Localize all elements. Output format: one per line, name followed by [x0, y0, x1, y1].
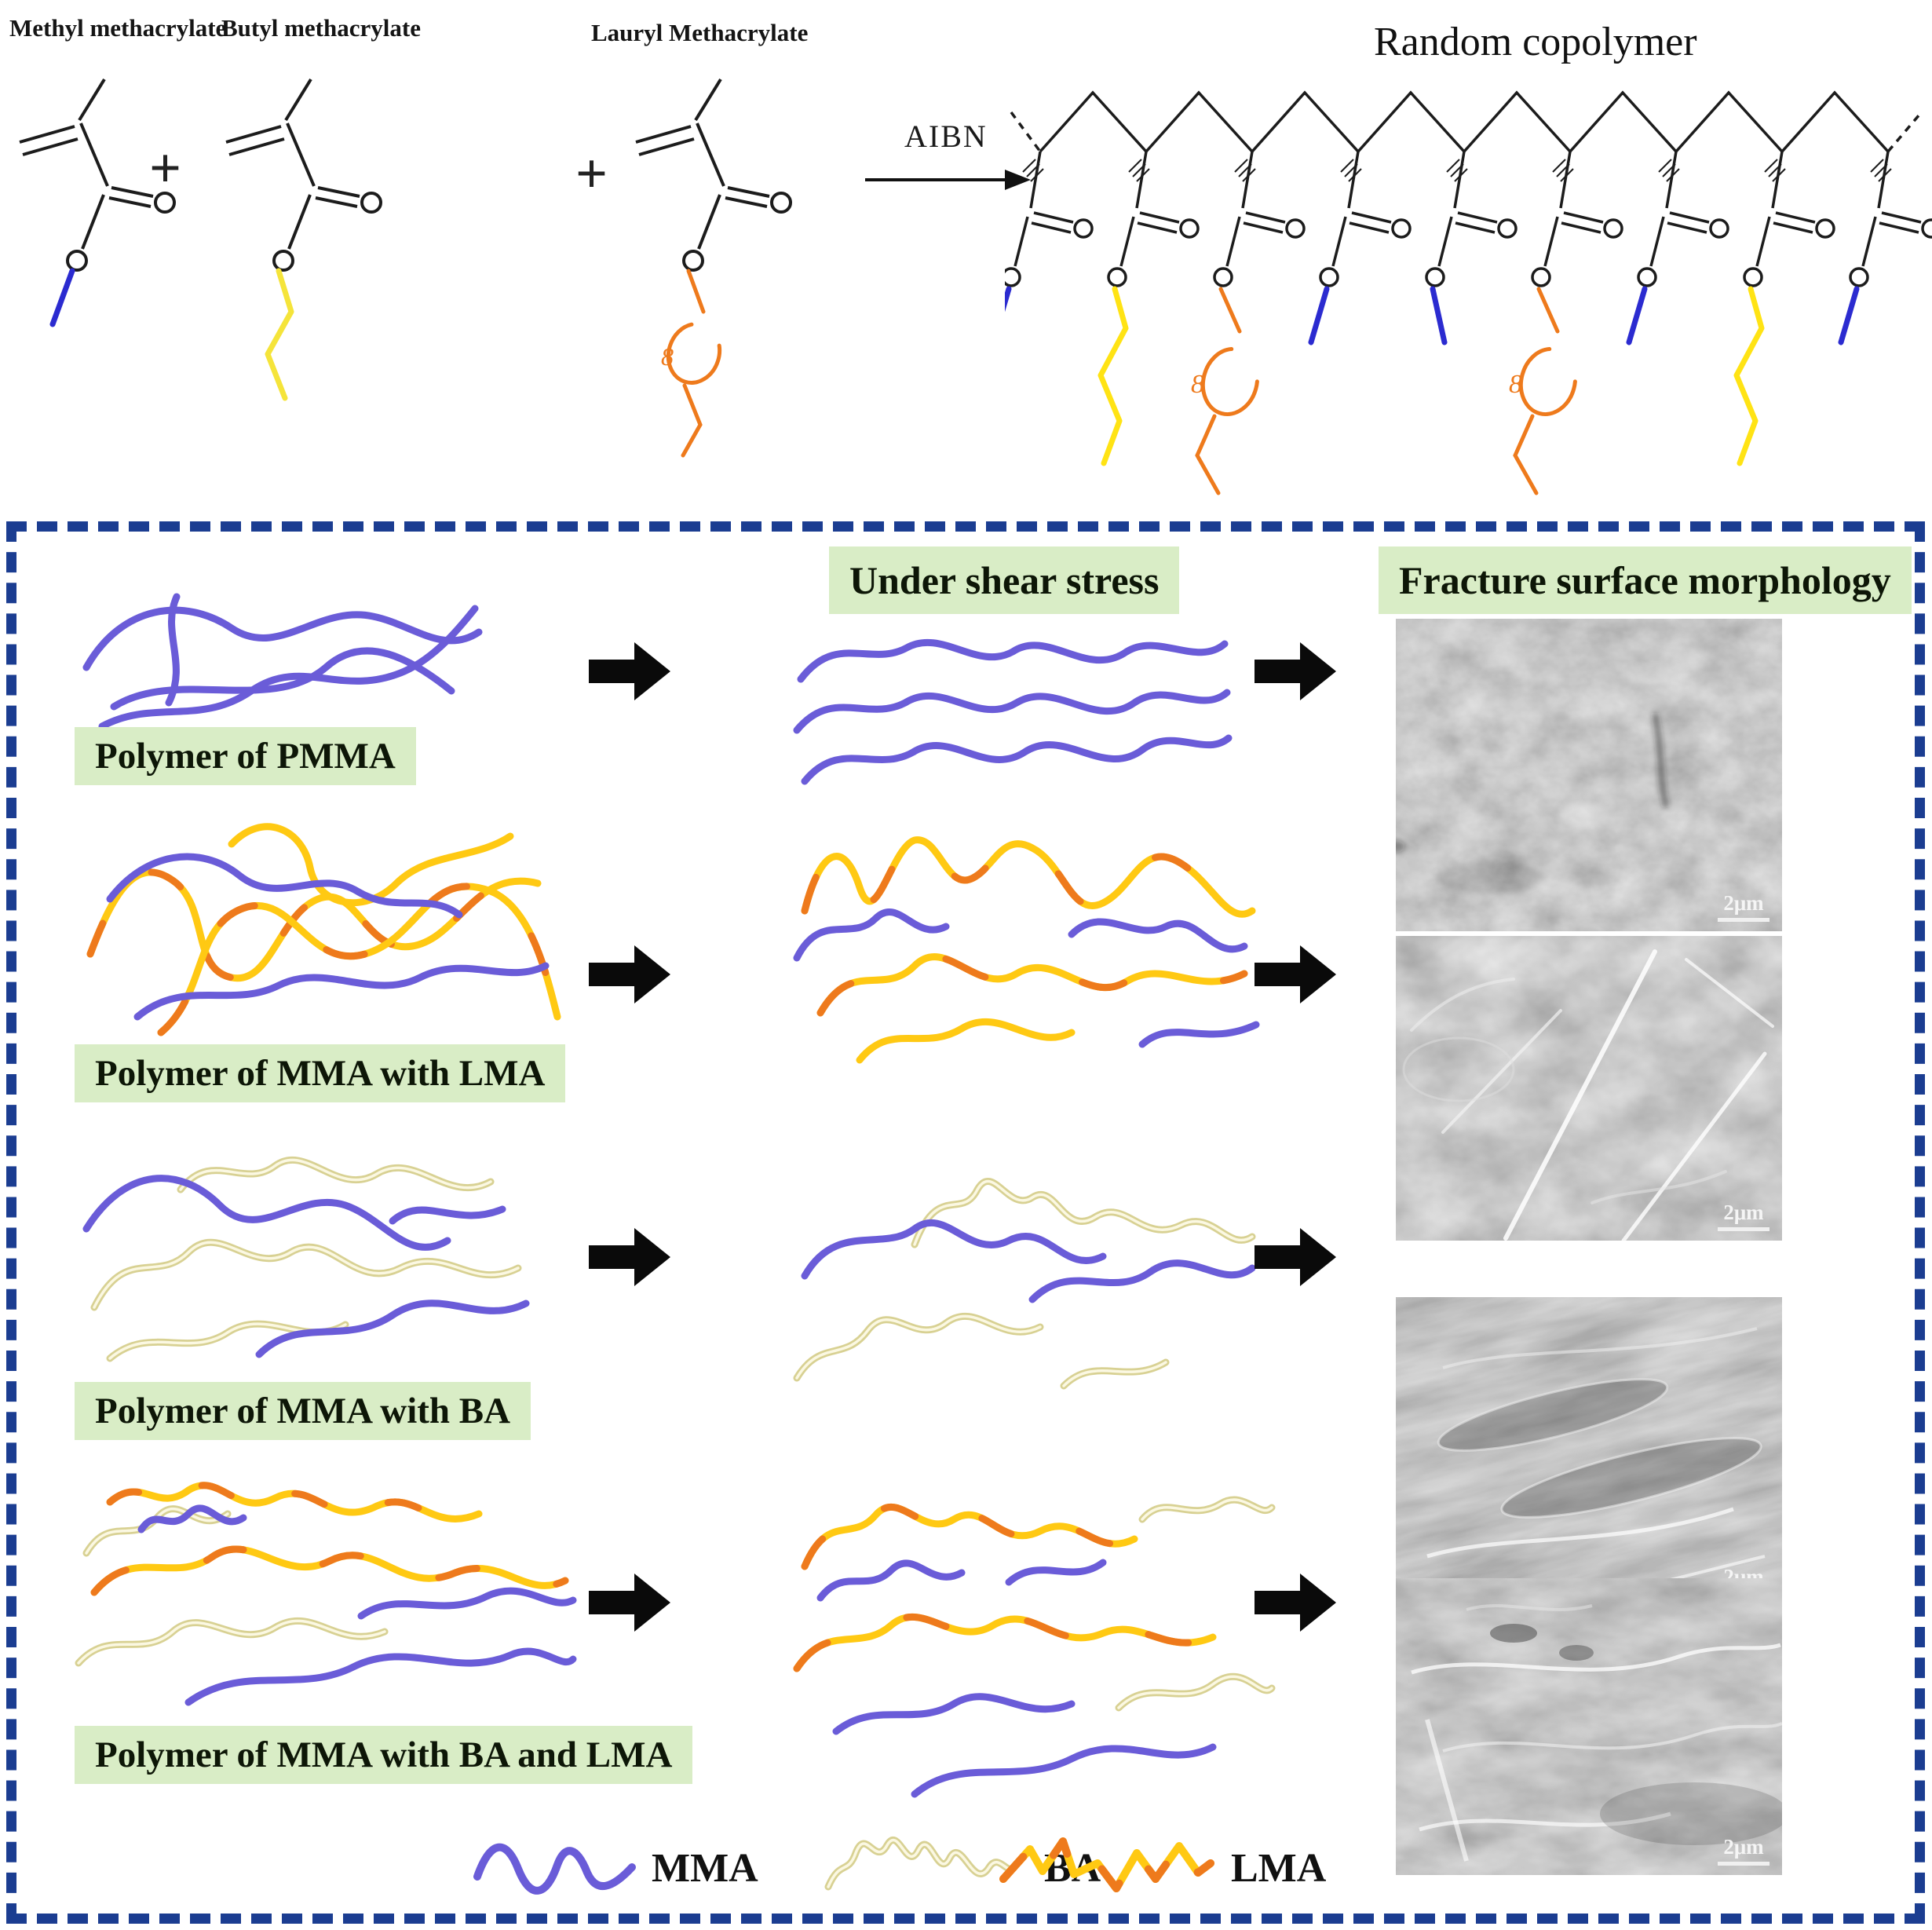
chains-mma-ba-lma-sheared: [793, 1496, 1276, 1798]
lauryl-repeat-count: 8: [661, 342, 674, 371]
header-fracture-morphology: Fracture surface morphology: [1379, 546, 1912, 614]
row-label-mma-ba-lma: Polymer of MMA with BA and LMA: [75, 1726, 693, 1784]
sem-scale-bar: 2μm: [1718, 891, 1769, 922]
plus-sign: +: [149, 137, 182, 199]
legend-mma-squiggle: [473, 1843, 636, 1895]
legend-label-lma: LMA: [1231, 1846, 1327, 1891]
arrow-right-icon: [589, 642, 670, 700]
row-label-mma-ba: Polymer of MMA with BA: [75, 1382, 531, 1440]
sem-scale-text: 2μm: [1723, 1835, 1764, 1859]
arrow-right-icon: [1255, 1574, 1336, 1632]
chains-mma-ba-sheared: [793, 1178, 1256, 1390]
chains-mma-ba-lma-relaxed: [75, 1482, 577, 1706]
sem-scale-text: 2μm: [1723, 1201, 1764, 1224]
structure-lauryl-methacrylate: 8: [634, 78, 792, 458]
chains-mma-lma-sheared: [793, 836, 1260, 1064]
header-under-shear-stress: Under shear stress: [829, 546, 1180, 614]
reaction-arrow-icon: [865, 170, 1031, 190]
row-label-mma-lma: Polymer of MMA with LMA: [75, 1044, 566, 1102]
lauryl-repeat-count: 8: [1509, 370, 1522, 399]
product-title: Random copolymer: [1374, 20, 1697, 64]
sem-image-mma-ba: 2μm: [1396, 1297, 1782, 1605]
chains-mma-lma-relaxed: [86, 823, 561, 1036]
sem-image-pmma: 2μm: [1396, 619, 1782, 931]
monomer-label-mma: Methyl methacrylate: [9, 14, 227, 42]
monomer-label-bma: Butyl methacrylate: [221, 14, 421, 42]
legend-lma-squiggle: [999, 1837, 1214, 1892]
arrow-right-icon: [1255, 1228, 1336, 1286]
structure-random-copolymer: 8 8: [1005, 90, 1932, 495]
monomer-label-lma: Lauryl Methacrylate: [591, 19, 809, 46]
arrow-right-icon: [589, 1574, 670, 1632]
arrow-right-icon: [1255, 945, 1336, 1003]
structure-butyl-methacrylate: [225, 78, 382, 401]
arrow-right-icon: [589, 945, 670, 1003]
legend-ba-squiggle: [824, 1837, 1019, 1891]
chains-pmma-relaxed: [82, 593, 483, 730]
sem-image-mma-lma: 2μm: [1396, 936, 1782, 1241]
lauryl-repeat-count: 8: [1191, 370, 1204, 399]
arrow-right-icon: [589, 1228, 670, 1286]
initiator-label: AIBN: [904, 119, 988, 154]
sem-image-mma-ba-lma: 2μm: [1396, 1578, 1782, 1875]
arrow-right-icon: [1255, 642, 1336, 700]
chains-pmma-sheared: [793, 638, 1233, 785]
row-label-pmma: Polymer of PMMA: [75, 727, 416, 785]
sem-scale-bar: 2μm: [1718, 1201, 1769, 1231]
chains-mma-ba-relaxed: [82, 1157, 530, 1362]
plus-sign: +: [575, 142, 608, 205]
sem-scale-text: 2μm: [1723, 891, 1764, 915]
legend-label-mma: MMA: [652, 1846, 758, 1891]
structure-methyl-methacrylate: [18, 78, 176, 327]
sem-scale-bar: 2μm: [1718, 1835, 1769, 1866]
